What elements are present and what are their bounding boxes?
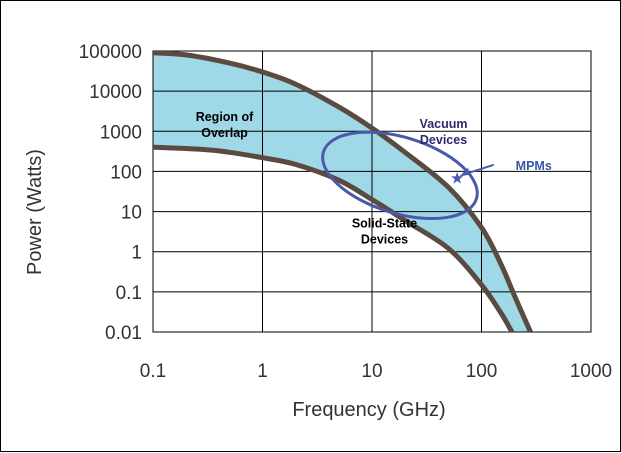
x-tick-label: 1000 [570,361,612,382]
y-tick-label: 100 [110,162,142,183]
x-tick-label: 100 [466,361,498,382]
plot-border [152,50,592,333]
overlap-fill-layer [153,52,531,332]
mpm-ellipse [321,130,479,221]
annotation-vacuum-devices: Vacuum Devices [420,117,468,147]
y-tick-label: 10000 [89,82,142,103]
vacuum-devices-curve [153,51,533,332]
y-tick-label: 1 [131,243,142,264]
mpm-ellipse-layer: ★ [321,130,495,221]
x-tick-label: 0.1 [140,361,166,382]
curve-layer [153,51,533,332]
annotation-solid-state-devices: Solid-State Devices [352,217,417,247]
mpm-arrowhead [459,167,470,177]
y-tick-label: 1000 [100,122,142,143]
annotation-layer: Region of Overlap Vacuum Devices Solid-State… [196,110,552,247]
y-tick-label: 10 [121,203,142,224]
x-tick-label: 10 [361,361,382,382]
x-axis-title: Frequency (GHz) [292,399,445,421]
y-tick-labels: 100000 10000 1000 100 10 1 0.1 0.01 [79,42,142,344]
y-tick-label: 100000 [79,42,142,63]
y-tick-label: 0.1 [116,283,142,304]
overlap-region-fill [153,52,531,332]
x-tick-labels: 0.1 1 10 100 1000 [140,361,612,382]
mpm-star-marker: ★ [450,169,464,188]
solid-state-devices-curve [153,144,515,332]
y-axis-title: Power (Watts) [24,149,46,275]
annotation-mpms: MPMs [516,159,552,173]
y-tick-label: 0.01 [105,323,142,344]
annotation-region-of-overlap: Region of Overlap [196,110,254,140]
x-tick-label: 1 [257,361,268,382]
